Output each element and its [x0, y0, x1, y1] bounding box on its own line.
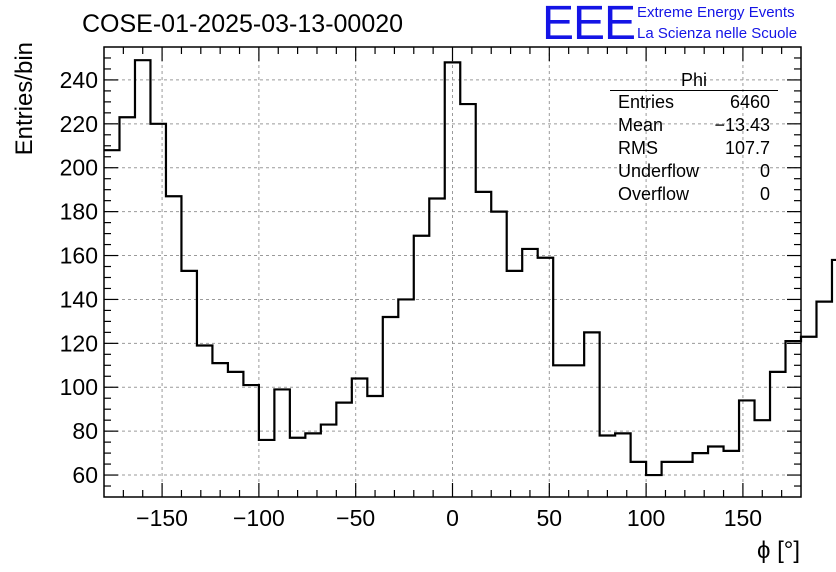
- x-tick-label: −100: [233, 505, 285, 531]
- stats-title: Phi: [610, 70, 778, 91]
- chart-title: COSE-01-2025-03-13-00020: [82, 10, 404, 38]
- x-tick-label: 150: [724, 505, 762, 531]
- logo-line-2: La Scienza nelle Scuole: [637, 25, 798, 42]
- x-tick-label: −150: [136, 505, 188, 531]
- y-tick-label: 100: [60, 374, 98, 400]
- y-tick-label: 200: [60, 155, 98, 181]
- axis-ticks: [104, 47, 801, 497]
- histogram-series: [104, 59, 836, 477]
- y-tick-label: 140: [60, 286, 98, 312]
- stats-label: RMS: [618, 138, 658, 158]
- y-tick-label: 240: [60, 67, 98, 93]
- stats-label: Entries: [618, 92, 675, 112]
- x-tick-label: −50: [336, 505, 375, 531]
- stats-value: 6460: [729, 92, 770, 112]
- stats-label: Mean: [618, 115, 664, 135]
- x-tick-label: 50: [537, 505, 563, 531]
- stats-row-mean: Mean −13.43: [610, 114, 778, 137]
- eee-logo: EEE: [542, 0, 636, 50]
- x-axis-label: ϕ [°]: [757, 537, 800, 564]
- stats-label: Underflow: [618, 161, 700, 181]
- stats-row-rms: RMS 107.7: [610, 137, 778, 160]
- y-tick-label: 80: [72, 418, 98, 444]
- stats-value: 0: [759, 161, 770, 181]
- y-axis-label: Entries/bin: [11, 42, 38, 155]
- x-tick-label: 100: [627, 505, 665, 531]
- y-tick-label: 220: [60, 111, 98, 137]
- y-tick-label: 160: [60, 243, 98, 269]
- stats-label: Overflow: [618, 184, 690, 204]
- stats-value: −13.43: [714, 115, 770, 135]
- y-tick-label: 120: [60, 330, 98, 356]
- y-tick-labels: 60 80 100 120 140 160 180 200 220 240: [60, 67, 98, 488]
- y-tick-label: 60: [72, 462, 98, 488]
- x-tick-label: 0: [446, 505, 459, 531]
- logo-line-1: Extreme Energy Events: [637, 4, 795, 21]
- stats-row-entries: Entries 6460: [610, 91, 778, 114]
- stats-value: 107.7: [724, 138, 770, 158]
- stats-value: 0: [759, 184, 770, 204]
- stats-row-overflow: Overflow 0: [610, 183, 778, 206]
- stats-row-underflow: Underflow 0: [610, 160, 778, 183]
- y-tick-label: 180: [60, 199, 98, 225]
- x-tick-labels: −150 −100 −50 0 50 100 150: [136, 505, 762, 531]
- grid-lines: [104, 47, 801, 497]
- stats-box: Phi Entries 6460 Mean −13.43 RMS 107.7 U…: [610, 70, 778, 206]
